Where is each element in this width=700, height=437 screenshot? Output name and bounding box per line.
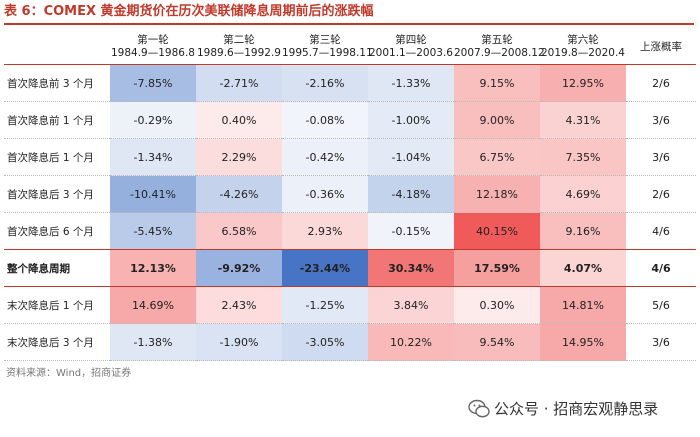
value-cell: -9.92% — [196, 249, 282, 287]
table-row: 首次降息后 3 个月 -10.41% -4.26% -0.36% -4.18% 12.18… — [4, 175, 696, 213]
value-cell: 10.22% — [368, 323, 454, 361]
table-row: 末次降息后 3 个月 -1.38% -1.90% -3.05% 10.22% 9.54% 1… — [4, 323, 696, 361]
value-cell: -3.05% — [282, 323, 368, 361]
prob-cell: 3/6 — [626, 323, 696, 361]
wechat-icon — [468, 399, 490, 417]
row-label: 首次降息后 3 个月 — [4, 175, 110, 213]
value-cell: 12.95% — [540, 64, 626, 102]
prob-header: 上涨概率 — [626, 30, 696, 65]
round-header: 第一轮 1984.9—1986.8 — [110, 30, 196, 65]
value-cell: 14.95% — [540, 323, 626, 361]
table-row: 末次降息后 1 个月 14.69% 2.43% -1.25% 3.84% 0.30% 14.… — [4, 286, 696, 324]
value-cell: -7.85% — [110, 64, 196, 102]
value-cell: 17.59% — [454, 249, 540, 287]
value-cell: 4.69% — [540, 175, 626, 213]
round-header: 第五轮 2007.9—2008.12 — [454, 30, 545, 65]
watermark-text: 公众号 · 招商宏观静思录 — [494, 400, 659, 418]
value-cell: -1.00% — [368, 101, 454, 139]
value-cell: -0.08% — [282, 101, 368, 139]
table-row: 首次降息前 3 个月 -7.85% -2.71% -2.16% -1.33% 9.15% 1… — [4, 64, 696, 102]
table-row: 整个降息周期 12.13% -9.92% -23.44% 30.34% 17.59% 4.0… — [4, 249, 696, 287]
value-cell: -4.26% — [196, 175, 282, 213]
value-cell: 7.35% — [540, 138, 626, 176]
round-header: 第四轮 2001.1—2003.6 — [368, 30, 454, 65]
value-cell: -0.15% — [368, 212, 454, 250]
value-cell: 0.40% — [196, 101, 282, 139]
row-label: 整个降息周期 — [4, 249, 110, 287]
value-cell: 14.69% — [110, 286, 196, 324]
value-cell: 6.58% — [196, 212, 282, 250]
value-cell: -5.45% — [110, 212, 196, 250]
value-cell: 4.31% — [540, 101, 626, 139]
row-label: 末次降息后 3 个月 — [4, 323, 110, 361]
corner-cell — [4, 30, 110, 65]
source-note: 资料来源：Wind，招商证券 — [6, 368, 132, 379]
table-row: 首次降息前 1 个月 -0.29% 0.40% -0.08% -1.00% 9.00% 4.… — [4, 101, 696, 139]
prob-cell: 2/6 — [626, 64, 696, 102]
value-cell: 9.00% — [454, 101, 540, 139]
prob-cell: 5/6 — [626, 286, 696, 324]
value-cell: 9.16% — [540, 212, 626, 250]
table-row: 首次降息后 6 个月 -5.45% 6.58% 2.93% -0.15% 40.15% 9.… — [4, 212, 696, 250]
value-cell: -4.18% — [368, 175, 454, 213]
value-cell: 3.84% — [368, 286, 454, 324]
value-cell: 6.75% — [454, 138, 540, 176]
header-row: 第一轮 1984.9—1986.8 第二轮 1989.6—1992.9 第三轮 199… — [4, 30, 696, 65]
row-label: 首次降息前 1 个月 — [4, 101, 110, 139]
value-cell: 4.07% — [540, 249, 626, 287]
value-cell: 2.29% — [196, 138, 282, 176]
row-label: 末次降息后 1 个月 — [4, 286, 110, 324]
table-title: 表 6：COMEX 黄金期货价在历次美联储降息周期前后的涨跌幅 — [4, 3, 694, 25]
value-cell: 9.54% — [454, 323, 540, 361]
heatmap-table: 第一轮 1984.9—1986.8 第二轮 1989.6—1992.9 第三轮 199… — [4, 30, 696, 361]
value-cell: -1.34% — [110, 138, 196, 176]
value-cell: -2.71% — [196, 64, 282, 102]
value-cell: -1.38% — [110, 323, 196, 361]
prob-cell: 3/6 — [626, 101, 696, 139]
row-label: 首次降息前 3 个月 — [4, 64, 110, 102]
prob-cell: 3/6 — [626, 138, 696, 176]
value-cell: -1.33% — [368, 64, 454, 102]
round-header: 第二轮 1989.6—1992.9 — [196, 30, 282, 65]
row-label: 首次降息后 6 个月 — [4, 212, 110, 250]
value-cell: 12.13% — [110, 249, 196, 287]
value-cell: 14.81% — [540, 286, 626, 324]
value-cell: 0.30% — [454, 286, 540, 324]
value-cell: -0.29% — [110, 101, 196, 139]
value-cell: -1.90% — [196, 323, 282, 361]
round-header: 第三轮 1995.7—1998.11 — [282, 30, 373, 65]
value-cell: -0.42% — [282, 138, 368, 176]
watermark: 公众号 · 招商宏观静思录 — [468, 398, 658, 419]
value-cell: -2.16% — [282, 64, 368, 102]
value-cell: 30.34% — [368, 249, 454, 287]
value-cell: 2.43% — [196, 286, 282, 324]
prob-cell: 4/6 — [626, 249, 696, 287]
value-cell: 12.18% — [454, 175, 540, 213]
value-cell: 40.15% — [454, 212, 540, 250]
table-body: 首次降息前 3 个月 -7.85% -2.71% -2.16% -1.33% 9.15% 1… — [4, 64, 696, 361]
value-cell: -10.41% — [110, 175, 196, 213]
value-cell: -23.44% — [282, 249, 368, 287]
prob-cell: 4/6 — [626, 212, 696, 250]
value-cell: -1.04% — [368, 138, 454, 176]
table-row: 首次降息后 1 个月 -1.34% 2.29% -0.42% -1.04% 6.75% 7.… — [4, 138, 696, 176]
round-header: 第六轮 2019.8—2020.4 — [540, 30, 626, 65]
value-cell: -0.36% — [282, 175, 368, 213]
value-cell: 9.15% — [454, 64, 540, 102]
value-cell: -1.25% — [282, 286, 368, 324]
prob-cell: 2/6 — [626, 175, 696, 213]
row-label: 首次降息后 1 个月 — [4, 138, 110, 176]
value-cell: 2.93% — [282, 212, 368, 250]
